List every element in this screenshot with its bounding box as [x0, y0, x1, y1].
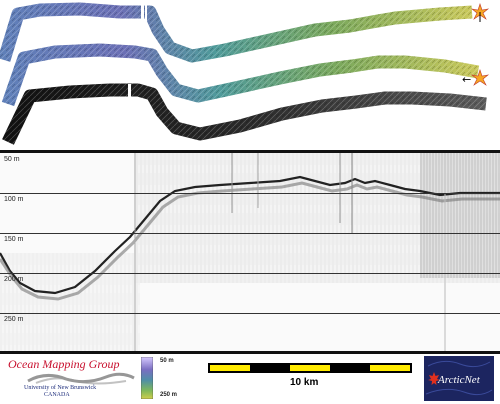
omg-country: CANADA — [44, 392, 70, 398]
direction-arrow-icon: ← — [462, 73, 471, 86]
arcticnet-logo: ArcticNet — [424, 356, 494, 401]
depth-label-50: 50 m — [4, 156, 20, 164]
depth-label-200: 200 m — [4, 276, 23, 284]
omg-university: University of New Brunswick — [24, 385, 96, 391]
scale-segment — [370, 365, 410, 371]
swath-strips: ← — [0, 0, 500, 150]
sun-marker-top-icon — [472, 4, 488, 22]
depth-line-100 — [0, 193, 500, 194]
depth-line-200 — [0, 273, 500, 274]
depth-line-250 — [0, 313, 500, 314]
scale-segment — [290, 365, 330, 371]
arcticnet-name: ArcticNet — [438, 374, 480, 386]
swath-greyscale-bottom — [8, 90, 486, 142]
depth-line-150 — [0, 233, 500, 234]
swath-panel: ← — [0, 0, 500, 150]
depth-colorbar — [141, 357, 153, 399]
footer: Ocean Mapping Group University of New Br… — [0, 354, 500, 404]
scale-bar — [208, 363, 412, 373]
ocean-mapping-group-logo: Ocean Mapping Group University of New Br… — [6, 355, 136, 401]
colorbar-top-label: 50 m — [160, 358, 174, 364]
colorbar-bottom-label: 250 m — [160, 392, 177, 398]
profile-image — [0, 153, 500, 352]
depth-label-250: 250 m — [4, 316, 23, 324]
depth-label-100: 100 m — [4, 196, 23, 204]
scale-label: 10 km — [290, 377, 318, 388]
scale-segment — [210, 365, 250, 371]
subbottom-profile: 50 m 100 m 150 m 200 m 250 m — [0, 153, 500, 352]
depth-label-150: 150 m — [4, 236, 23, 244]
